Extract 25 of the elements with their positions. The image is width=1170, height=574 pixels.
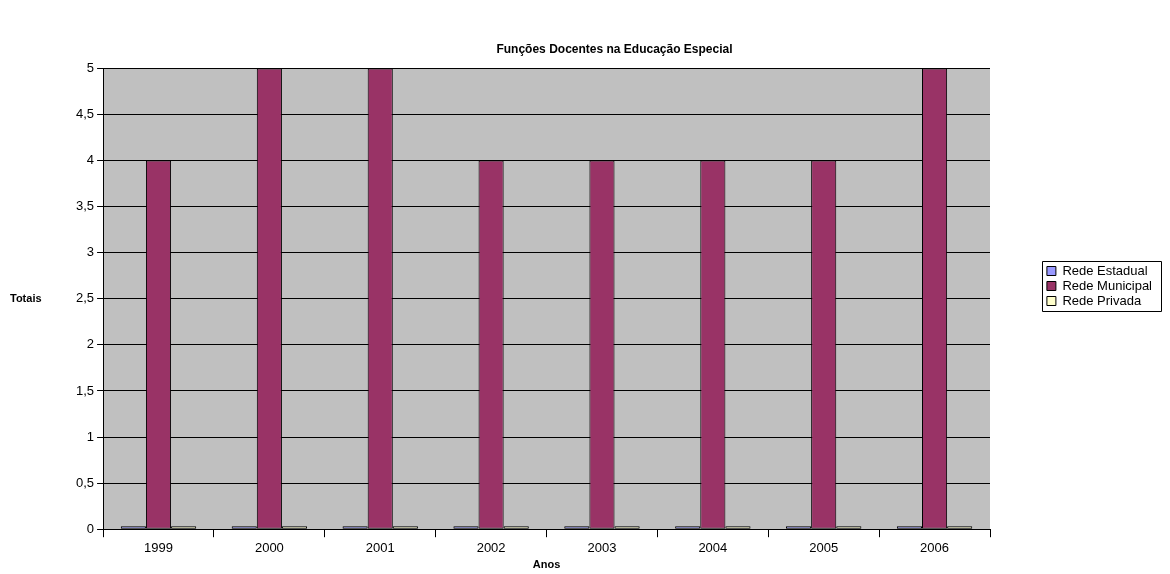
y-tick-label: 1,5 — [75, 382, 95, 398]
x-tick-label: 2003 — [587, 539, 617, 555]
y-axis-title: Totais — [10, 291, 42, 304]
legend-label: Rede Privada — [1062, 292, 1142, 308]
y-tick-label: 3,5 — [75, 198, 95, 214]
y-tick-label: 4 — [86, 152, 95, 168]
x-tick-label: 2000 — [254, 539, 284, 555]
legend-label: Rede Estadual — [1062, 262, 1148, 278]
x-tick-label: 2005 — [809, 539, 839, 555]
x-axis-title: Anos — [532, 558, 561, 571]
x-tick-label: 2001 — [365, 539, 395, 555]
y-tick-label: 4,5 — [75, 106, 95, 122]
y-tick-label: 2,5 — [75, 290, 95, 306]
y-tick-label: 0,5 — [75, 474, 95, 490]
chart-title: Funções Docentes na Educação Especial — [496, 41, 733, 56]
y-tick-label: 5 — [86, 59, 95, 75]
y-tick-label: 3 — [86, 244, 95, 260]
y-tick-label: 2 — [86, 336, 95, 352]
legend-label: Rede Municipal — [1062, 277, 1153, 293]
y-tick-label: 0 — [86, 520, 95, 536]
y-tick-label: 1 — [86, 428, 95, 444]
x-tick-label: 1999 — [144, 539, 173, 555]
x-tick-label: 2004 — [698, 539, 728, 555]
x-tick-label: 2006 — [920, 539, 950, 555]
x-tick-label: 2002 — [476, 539, 506, 555]
